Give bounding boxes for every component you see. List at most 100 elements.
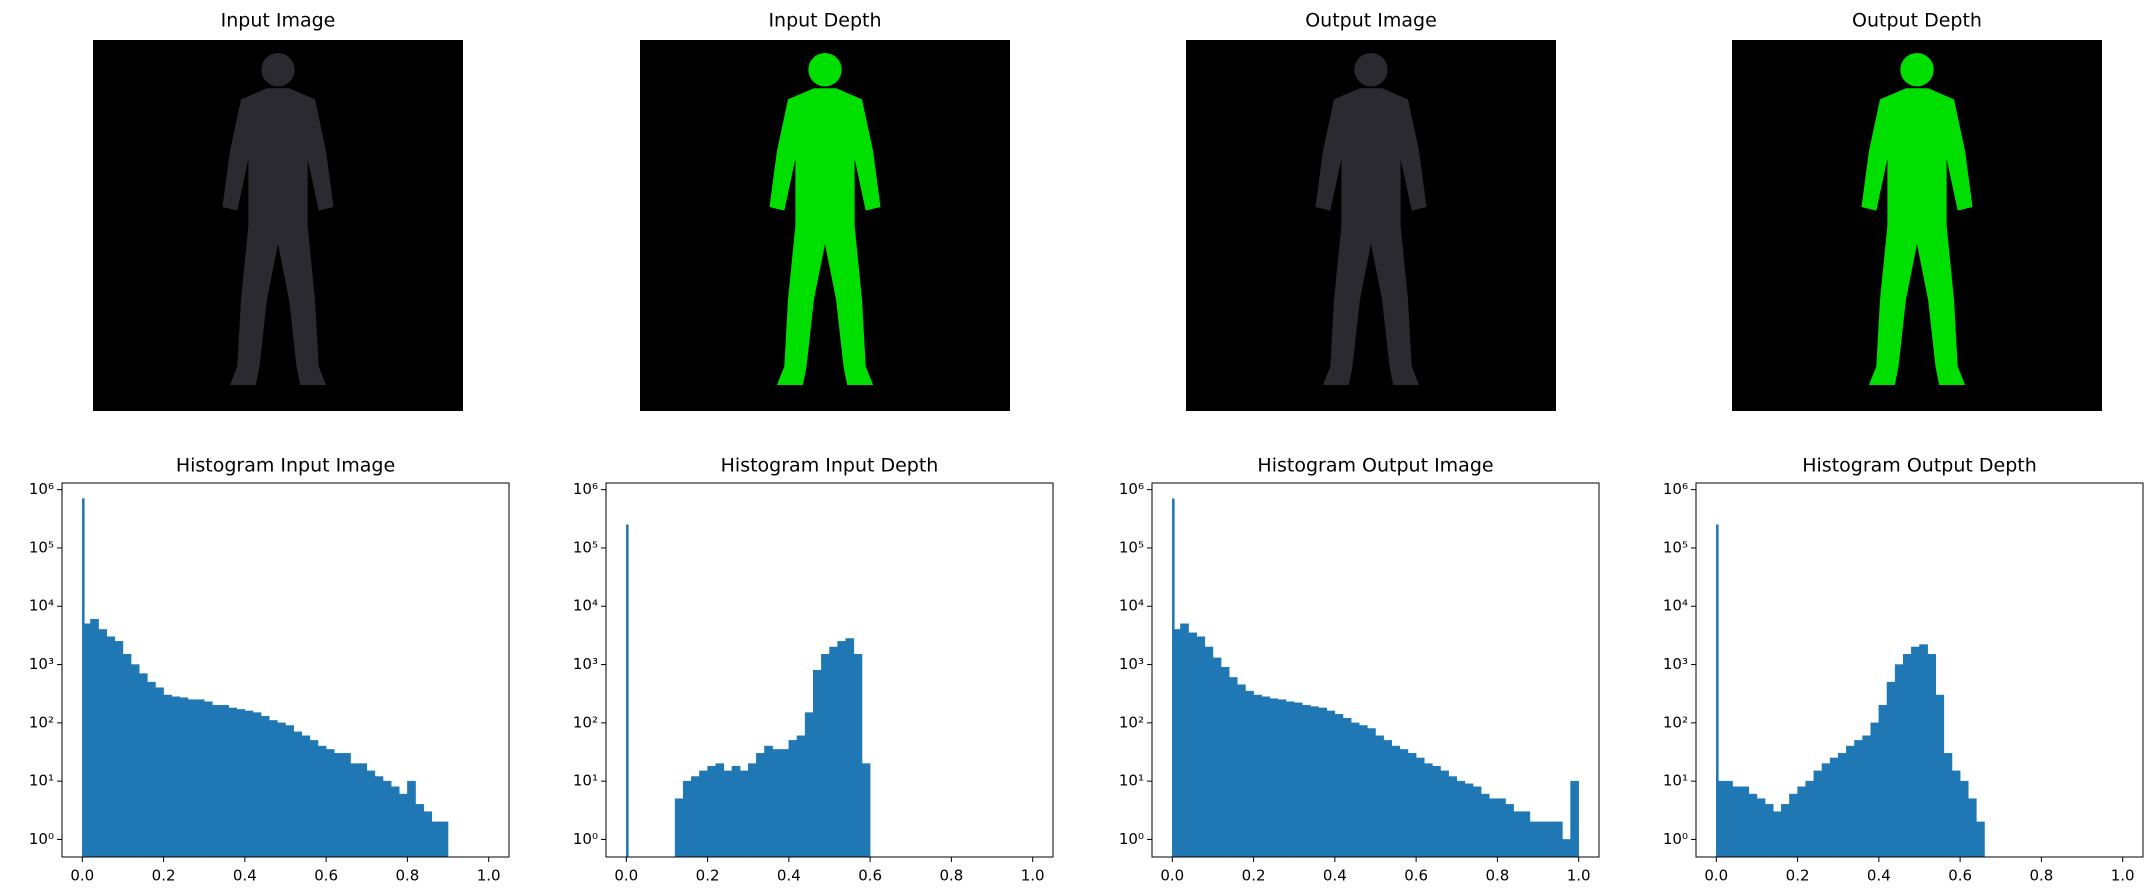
- y-tick-label: 10⁵: [1663, 538, 1688, 556]
- histogram-bar: [845, 638, 855, 858]
- histogram-bar: [1497, 798, 1506, 858]
- histogram-bar: [1968, 798, 1977, 858]
- histogram-bar: [1562, 839, 1571, 858]
- histogram-bar: [1829, 757, 1839, 858]
- histogram-bar: [1554, 821, 1563, 858]
- x-tick-label: 0.0: [1160, 867, 1184, 885]
- histogram-bar: [1846, 745, 1855, 858]
- histogram-bar: [1228, 677, 1238, 858]
- x-tick-label: 1.0: [2111, 867, 2135, 885]
- chart-title: Histogram Output Depth: [1802, 455, 2037, 477]
- histogram-bar: [853, 654, 863, 858]
- histogram-bar: [829, 646, 838, 858]
- histogram-bar: [106, 636, 116, 858]
- histogram-bar: [715, 763, 725, 858]
- histogram-bar: [1174, 629, 1181, 858]
- histogram-bar: [1318, 707, 1327, 858]
- y-tick-label: 10⁴: [1119, 597, 1144, 615]
- histogram-bar: [739, 770, 749, 858]
- y-tick-label: 10⁶: [1663, 480, 1688, 498]
- histogram-bar: [439, 821, 449, 858]
- x-tick-label: 0.0: [614, 867, 638, 885]
- figure-silhouette: [222, 52, 334, 386]
- histogram-bar: [747, 763, 757, 858]
- histogram-bar: [244, 710, 254, 858]
- histogram-bar: [1391, 745, 1401, 858]
- histogram-bar: [415, 804, 424, 858]
- histogram-bar: [1220, 666, 1230, 858]
- histogram-bar: [382, 780, 392, 858]
- histogram-bar: [1797, 786, 1806, 858]
- y-tick-label: 10²: [573, 713, 598, 731]
- histogram-bar: [756, 753, 765, 858]
- y-tick-label: 10⁶: [573, 480, 598, 498]
- y-tick-label: 10¹: [1663, 772, 1688, 790]
- histogram-bar: [1245, 690, 1254, 858]
- histogram-bar: [1440, 770, 1449, 858]
- histogram-bar: [1537, 821, 1547, 858]
- histogram-bar: [82, 498, 85, 858]
- y-tick-label: 10⁴: [29, 597, 54, 615]
- histogram-bar: [837, 641, 847, 858]
- y-tick-label: 10⁰: [573, 830, 598, 848]
- histogram-bar: [1821, 763, 1831, 858]
- y-tick-label: 10²: [1663, 713, 1688, 731]
- histogram-bar: [1951, 770, 1961, 858]
- head: [808, 52, 842, 87]
- histogram-bar: [212, 705, 221, 858]
- histogram-bar: [1277, 699, 1287, 858]
- histogram-bar: [334, 753, 343, 858]
- image-title: Input Depth: [768, 10, 881, 32]
- chart-title: Histogram Input Image: [176, 455, 395, 477]
- histogram-bar: [114, 641, 124, 858]
- histogram-bar: [1870, 722, 1880, 858]
- histogram-bar: [1545, 821, 1555, 858]
- histogram-bar: [1862, 735, 1871, 858]
- y-tick-label: 10⁰: [1119, 830, 1144, 848]
- histogram-bar: [1334, 714, 1344, 858]
- x-tick-label: 0.8: [2029, 867, 2053, 885]
- histogram-bar: [1959, 780, 1969, 858]
- histogram-bar: [821, 654, 830, 858]
- y-tick-label: 10⁵: [573, 538, 598, 556]
- histogram-bar: [1521, 811, 1531, 858]
- histogram-bar: [268, 720, 278, 858]
- histogram-bar: [1204, 646, 1214, 858]
- y-tick-label: 10⁵: [1119, 538, 1144, 556]
- y-tick-label: 10⁰: [29, 830, 54, 848]
- histogram-bar: [260, 715, 270, 858]
- histogram-bar: [431, 821, 441, 858]
- histogram-bar: [1472, 786, 1482, 858]
- histogram-bar: [1854, 740, 1863, 858]
- histogram-bar: [731, 766, 741, 858]
- histogram-bar: [325, 749, 335, 858]
- x-tick-label: 0.6: [314, 867, 338, 885]
- histogram-bar: [90, 618, 99, 858]
- histogram-bar: [1285, 701, 1295, 858]
- histogram-bar: [861, 763, 871, 858]
- figure-silhouette: [1861, 52, 1973, 386]
- histogram-bar: [1326, 710, 1336, 858]
- histogram-bar: [674, 798, 684, 858]
- histogram-bar: [1367, 728, 1376, 858]
- x-tick-label: 0.0: [70, 867, 94, 885]
- histogram-bar: [1342, 717, 1352, 858]
- histogram-bar: [1570, 780, 1579, 858]
- histogram-bar: [682, 780, 692, 858]
- histogram-bar: [203, 701, 213, 858]
- histogram-bar: [1748, 793, 1758, 858]
- histogram-bar: [1464, 783, 1474, 858]
- histogram-bar: [1772, 811, 1782, 858]
- histogram-bar: [1269, 698, 1279, 858]
- x-tick-label: 0.8: [395, 867, 419, 885]
- y-tick-label: 10⁵: [29, 538, 54, 556]
- histogram-bar: [1886, 681, 1896, 858]
- histogram-bar: [1302, 705, 1311, 858]
- histogram-bar: [171, 696, 181, 858]
- y-tick-label: 10³: [573, 655, 598, 673]
- histogram-bar: [155, 687, 164, 858]
- histogram-bar: [788, 740, 798, 858]
- image-title: Input Image: [221, 10, 336, 32]
- x-tick-label: 0.4: [233, 867, 257, 885]
